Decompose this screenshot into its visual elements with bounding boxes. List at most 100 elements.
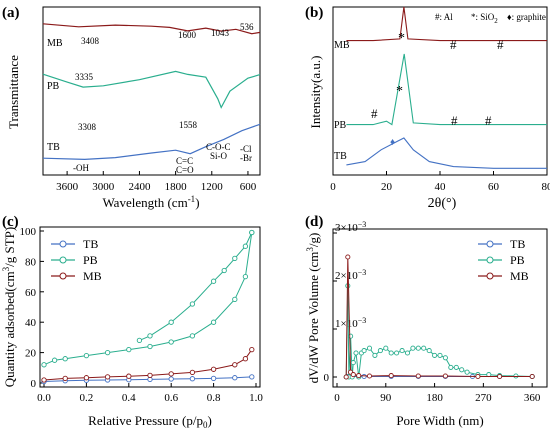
panel-c-frame — [39, 226, 261, 388]
panel-a-series-pb — [42, 70, 261, 109]
legend-sio2: *: SiO2 — [471, 12, 498, 25]
panel-b-label: (b) — [305, 5, 323, 21]
panel-a-xtick-label-1: 3000 — [92, 181, 115, 193]
panel-b-xtick-label-0: 0 — [330, 181, 336, 193]
panel-c-point-tb-7 — [189, 376, 196, 382]
panel-c-point-pb-2 — [62, 356, 68, 362]
panel-d-point-mb-1 — [345, 254, 351, 260]
panel-b-ylabel: Intensity(a.u.) — [308, 56, 323, 129]
panel-c-ytick-label-1: 20 — [25, 348, 37, 360]
panel-b-xtick-label-4: 80 — [542, 181, 550, 193]
panel-c: (c) Quantity adsorbed(cm3/g STP) Relativ… — [1, 214, 263, 430]
panel-d-point-tb-1 — [361, 373, 367, 380]
panel-d-xtick-label-1: 90 — [380, 392, 392, 404]
panel-c-xtick-label-4: 0.8 — [207, 392, 221, 404]
panel-c-legend-marker-tb — [59, 240, 67, 248]
panel-d-legend-marker-tb — [486, 240, 494, 248]
panel-d-ytick-label-2: 2×10−3 — [335, 268, 366, 282]
panel-c-ytick-label-5: 100 — [20, 226, 37, 238]
panel-b-frame — [332, 6, 548, 176]
panel-d-point-pb-26 — [453, 364, 459, 370]
marker-tb-graphite: ♦ — [390, 137, 395, 148]
panel-d-xlabel: Pore Width (nm) — [396, 413, 483, 428]
panel-d-point-pb-21 — [426, 348, 432, 354]
panel-d-ytick-label-1: 1×10−3 — [335, 316, 366, 330]
panel-b: (b) Intensity(a.u.) 2θ(°) 0 20 40 60 80 MB P… — [305, 5, 550, 211]
panel-c-legend-marker-mb — [59, 272, 67, 280]
ann-1558: 1558 — [179, 120, 198, 130]
panel-d-point-pb-22 — [432, 352, 438, 358]
panel-b-series — [346, 6, 547, 169]
panel-c-point-mb-8 — [210, 366, 217, 372]
panel-d-legend-marker-mb — [486, 272, 494, 280]
panel-c-xlabel: Relative Pressure (p/p0) — [88, 413, 212, 430]
panel-b-xticks: 0 20 40 60 80 — [330, 171, 550, 193]
panel-b-xtick-label-3: 60 — [488, 181, 500, 193]
panel-c-xtick-label-1: 0.2 — [80, 392, 94, 404]
panel-d-frame — [332, 228, 548, 388]
panel-d-series-pb — [345, 285, 533, 378]
panel-a-label-mb: MB — [47, 38, 63, 49]
panel-d-point-pb-11 — [372, 352, 378, 358]
panel-d-point-pb-10 — [366, 345, 373, 351]
panel-c-point-pb-desorption-4 — [210, 278, 217, 284]
panel-d-point-pb-9 — [361, 348, 367, 354]
panel-a-label: (a) — [2, 5, 20, 21]
panel-c-point-pb-9 — [210, 319, 217, 325]
panel-c-legend: TB PB MB — [51, 237, 102, 283]
panel-c-xtick-label-2: 0.4 — [122, 392, 136, 404]
panel-c-point-mb-0 — [41, 377, 47, 383]
ann-oh: -OH — [73, 163, 89, 173]
panel-c-point-tb-8 — [210, 375, 217, 382]
panel-b-xtick-label-1: 20 — [381, 181, 393, 193]
panel-c-point-mb-2 — [83, 375, 90, 381]
panel-d-point-mb-11 — [529, 373, 535, 380]
panel-b-label-mb: MB — [334, 40, 350, 51]
panel-d-point-pb-13 — [383, 345, 389, 351]
panel-c-point-tb-10 — [249, 374, 255, 380]
panel-d-label: (d) — [305, 214, 323, 230]
panel-d-point-mb-6 — [388, 373, 394, 379]
marker-pb-al-2: # — [451, 113, 458, 128]
panel-d-point-mb-5 — [366, 373, 373, 379]
panel-d-point-pb-14 — [388, 350, 394, 356]
panel-b-xtick-label-2: 40 — [435, 181, 447, 193]
panel-c-point-pb-5 — [126, 346, 132, 353]
panel-c-point-mb-4 — [126, 373, 132, 379]
panel-d-point-pb-23 — [437, 352, 443, 358]
panel-c-point-tb-6 — [168, 376, 174, 382]
ann-co: C=O — [176, 165, 194, 175]
panel-d-point-mb-0 — [343, 374, 349, 380]
panel-d-point-pb-20 — [421, 345, 427, 351]
panel-a-series-tb — [42, 123, 261, 161]
panel-c-point-pb-4 — [104, 349, 111, 356]
panel-c-ytick-label-3: 60 — [25, 287, 37, 299]
panel-d-point-pb-28 — [464, 369, 470, 375]
panel-c-point-mb-7 — [189, 369, 196, 376]
panel-c-xtick-label-0: 0.0 — [37, 392, 51, 404]
panel-c-point-pb-desorption-0 — [249, 229, 255, 236]
panel-c-point-pb-desorption-7 — [147, 333, 153, 339]
panel-d-point-mb-3 — [350, 372, 356, 378]
panel-c-ylabel: Quantity adsorbed(cm3/g STP) — [1, 227, 17, 387]
panel-c-legend-mb: MB — [83, 269, 102, 283]
panel-d-point-pb-12 — [377, 348, 383, 354]
ann-coc: C-O-C — [206, 142, 231, 152]
panel-a: (a) Transmittance Wavelength (cm-1) 3600… — [2, 5, 261, 210]
panel-c-point-mb-9 — [232, 362, 238, 368]
panel-c-point-pb-desorption-1 — [242, 243, 249, 249]
panel-d-point-mb-8 — [442, 373, 448, 379]
legend-al: #: Al — [435, 12, 453, 22]
ann-3335: 3335 — [75, 72, 94, 82]
panel-d-ytick-label-0: 0 — [324, 372, 330, 384]
panel-c-legend-marker-pb — [59, 256, 67, 264]
panel-d-point-pb-19 — [415, 345, 421, 351]
marker-pb-al-3: # — [485, 113, 492, 128]
panel-c-point-mb-10 — [242, 356, 249, 362]
ann-br: -Br — [240, 153, 252, 163]
panel-d-point-pb-3 — [348, 333, 354, 339]
ann-3408: 3408 — [81, 36, 100, 46]
panel-a-xlabel: Wavelength (cm-1) — [102, 194, 199, 210]
panel-c-series — [41, 229, 255, 385]
